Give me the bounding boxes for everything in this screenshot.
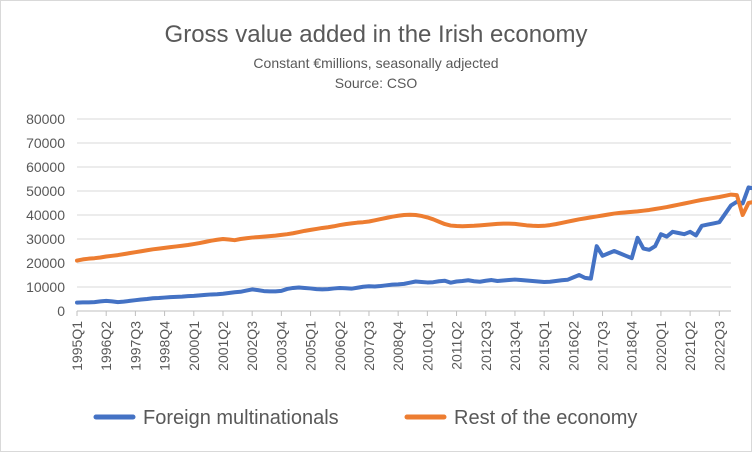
x-tick-label: 1996Q2 bbox=[98, 321, 114, 371]
x-axis-ticks: 1995Q1 1996Q2 1997Q3 1998Q4 2000Q1 2001Q2 2002… bbox=[69, 321, 727, 371]
x-tick-label: 2003Q4 bbox=[273, 321, 289, 371]
axes bbox=[76, 310, 731, 316]
series-lines bbox=[75, 185, 752, 305]
y-tick-label: 40000 bbox=[26, 207, 65, 223]
y-tick-label: 10000 bbox=[26, 279, 65, 295]
x-tick-label: 2011Q2 bbox=[449, 321, 465, 370]
x-tick-label: 2007Q3 bbox=[361, 321, 377, 371]
x-tick-label: 2000Q1 bbox=[186, 321, 202, 371]
x-tick-label: 2020Q1 bbox=[653, 321, 669, 371]
x-tick-label: 1997Q3 bbox=[127, 321, 143, 371]
legend-label: Foreign multinationals bbox=[143, 407, 339, 429]
x-tick-label: 2017Q3 bbox=[595, 321, 611, 371]
x-tick-label: 2006Q2 bbox=[332, 321, 348, 371]
y-tick-label: 60000 bbox=[26, 159, 65, 175]
y-tick-label: 70000 bbox=[26, 135, 65, 151]
x-tick-label: 1998Q4 bbox=[157, 321, 173, 371]
x-tick-label: 2010Q1 bbox=[419, 321, 435, 371]
y-tick-label: 50000 bbox=[26, 183, 65, 199]
x-tick-label: 2012Q3 bbox=[478, 321, 494, 371]
x-tick-label: 2018Q4 bbox=[624, 321, 640, 371]
x-tick-label: 2001Q2 bbox=[215, 321, 231, 371]
legend: Foreign multinationals Rest of the econom… bbox=[93, 407, 637, 429]
y-tick-label: 30000 bbox=[26, 231, 65, 247]
x-tick-label: 2008Q4 bbox=[390, 321, 406, 371]
x-tick-label: 2013Q4 bbox=[507, 321, 523, 371]
y-tick-label: 20000 bbox=[26, 255, 65, 271]
x-tick-label: 2005Q1 bbox=[303, 321, 319, 371]
x-tick-label: 1995Q1 bbox=[69, 321, 85, 371]
x-tick-label: 2015Q1 bbox=[536, 321, 552, 371]
x-tick-label: 2016Q2 bbox=[565, 321, 581, 371]
chart-subtitle: Constant €millions, seasonally adjected bbox=[253, 55, 499, 71]
series-line-foreign-multinationals bbox=[75, 185, 752, 305]
x-tick-label: 2022Q3 bbox=[711, 321, 727, 371]
x-tick-label: 2021Q2 bbox=[682, 321, 698, 371]
y-tick-label: 0 bbox=[57, 303, 65, 319]
legend-label: Rest of the economy bbox=[454, 407, 637, 429]
series-line-rest-of-economy bbox=[75, 192, 752, 263]
y-tick-label: 80000 bbox=[26, 111, 65, 127]
y-axis-ticks: 0 10000 20000 30000 40000 50000 60000 70000 8000… bbox=[26, 111, 65, 319]
chart-source: Source: CSO bbox=[334, 75, 418, 91]
x-tick-label: 2002Q3 bbox=[244, 321, 260, 371]
grid-lines bbox=[77, 118, 731, 288]
chart-title: Gross value added in the Irish economy bbox=[164, 21, 588, 48]
